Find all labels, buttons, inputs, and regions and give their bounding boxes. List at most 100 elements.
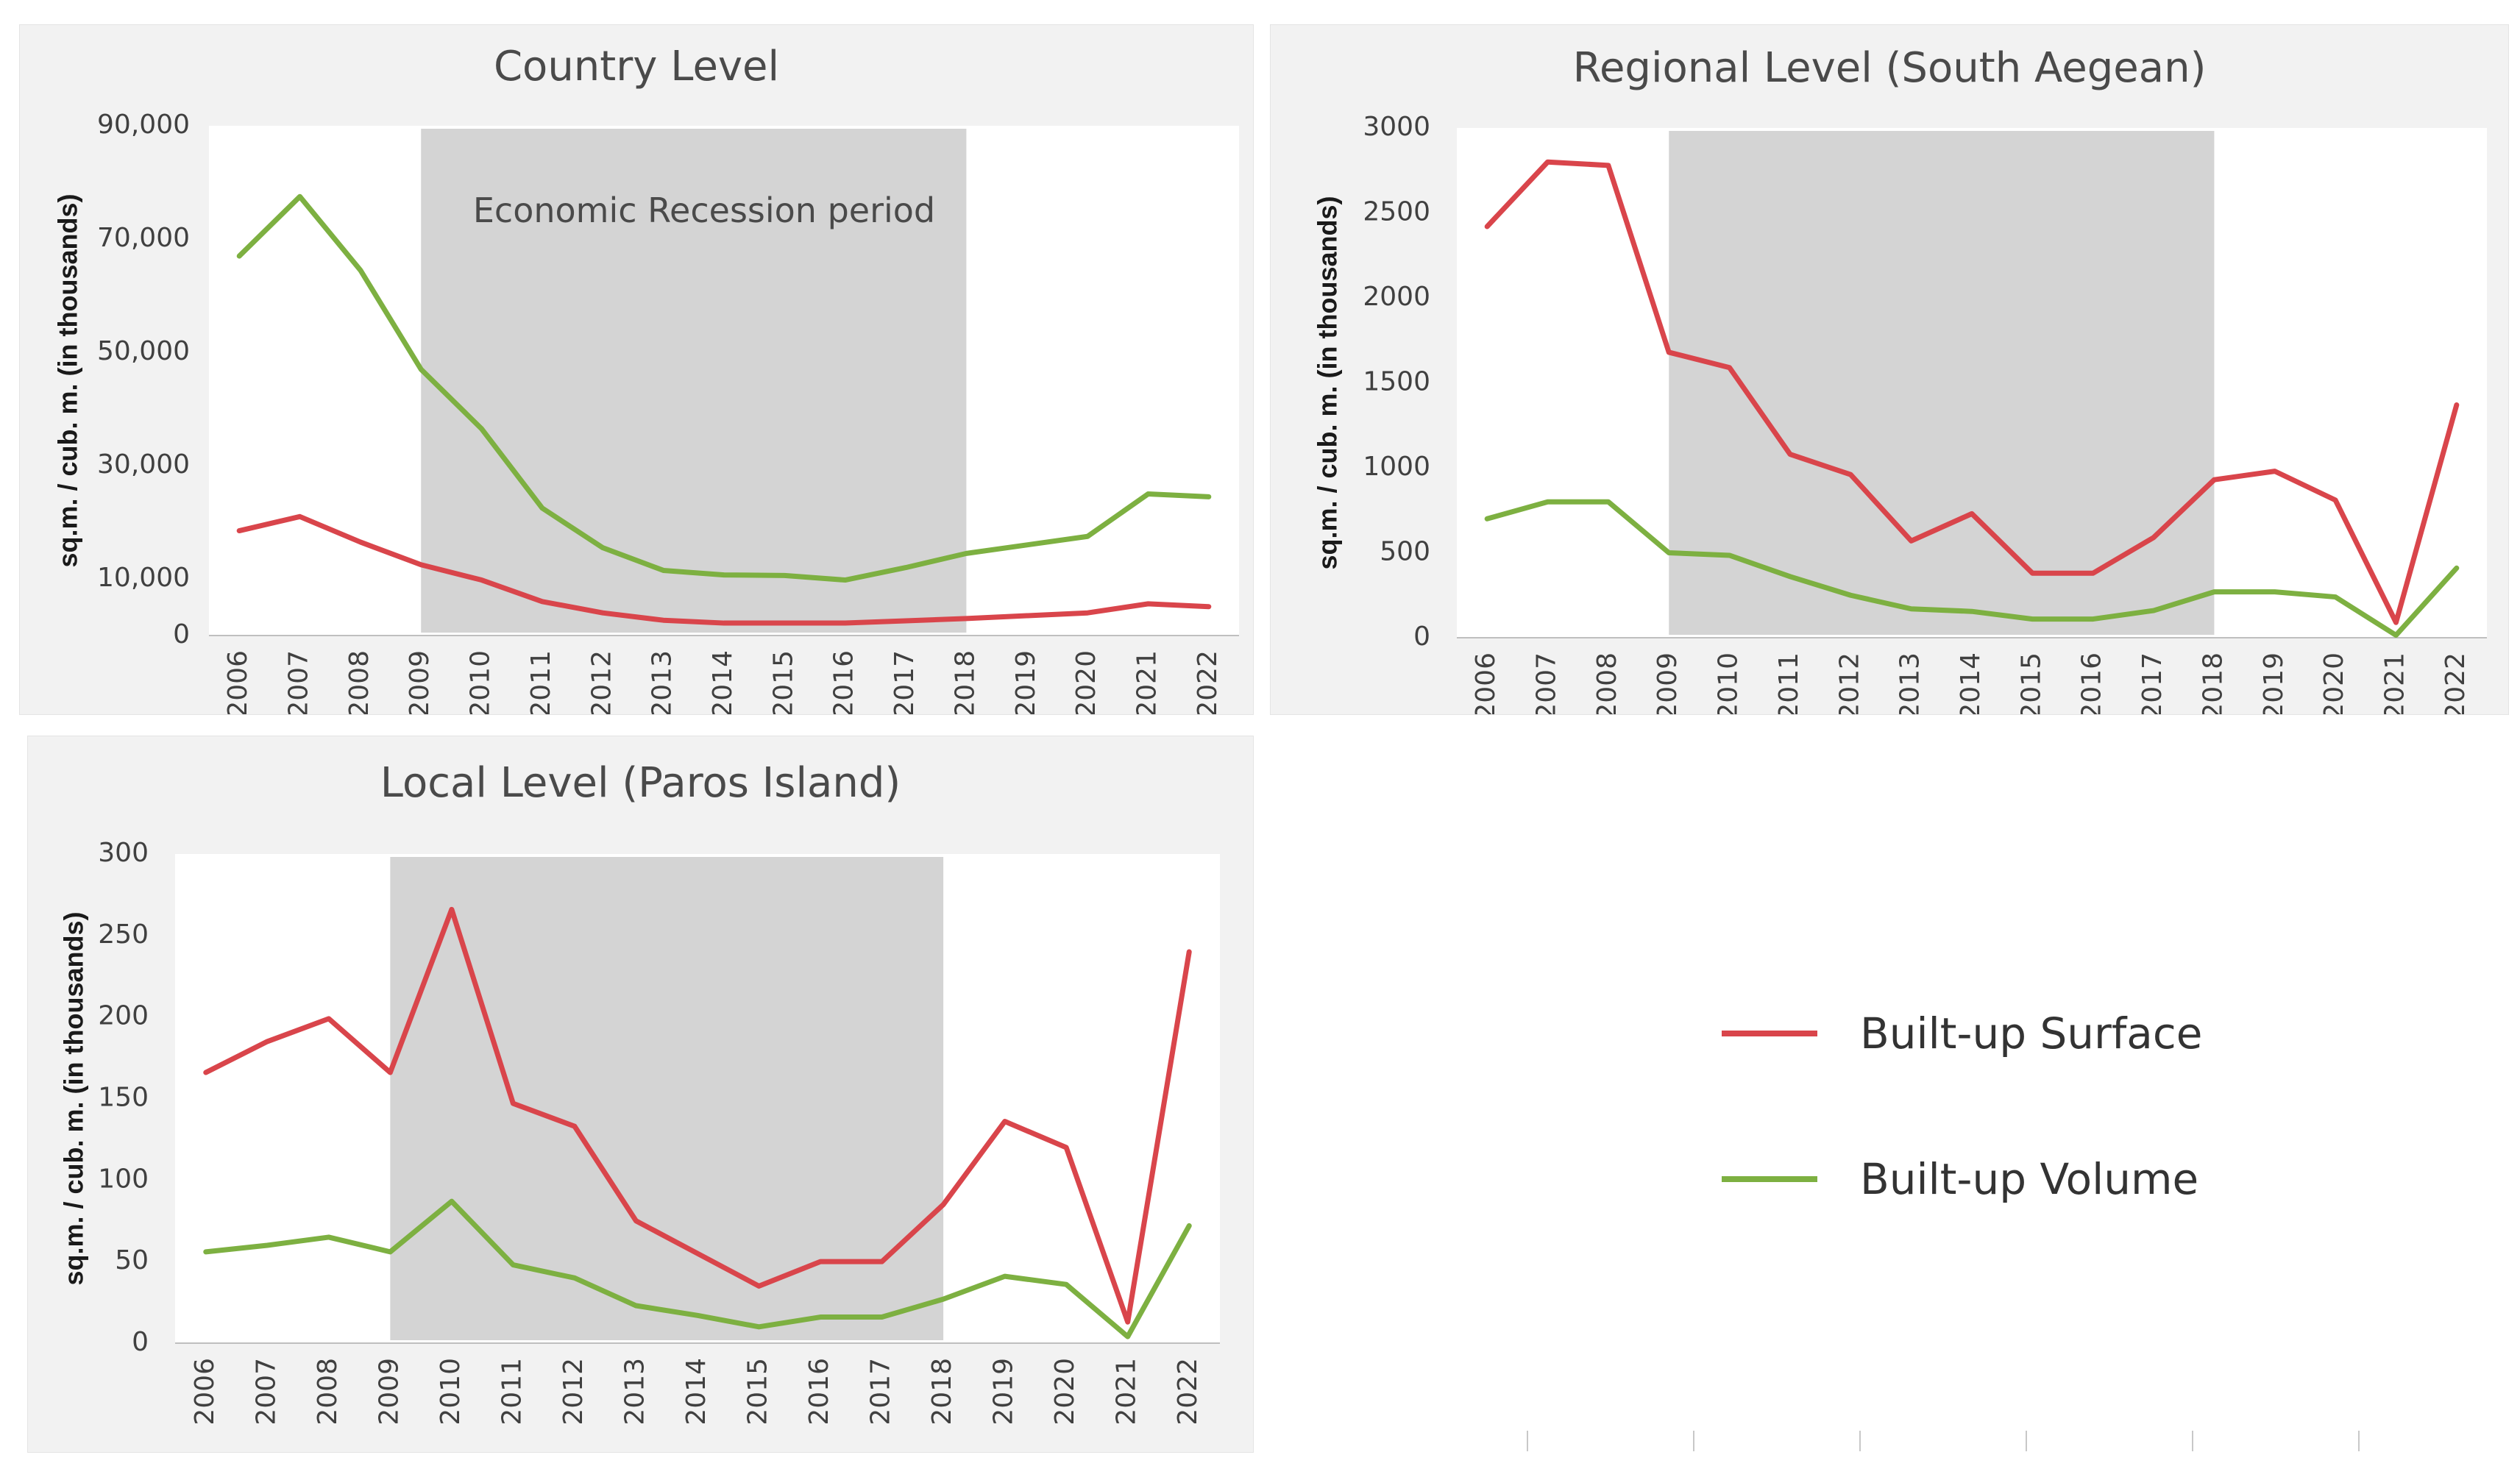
recession-band [421, 129, 967, 633]
legend-item-surface: Built-up Surface [1722, 1004, 2202, 1063]
series-line-surface [1484, 159, 2460, 625]
x-tick-label: 2008 [344, 650, 375, 714]
x-tick-label: 2019 [2259, 652, 2289, 714]
legend-swatch-surface [1722, 1031, 1817, 1036]
legend-label-surface: Built-up Surface [1860, 1008, 2203, 1058]
decorative-tick-marks [1527, 1431, 2380, 1453]
x-tick-label: 2022 [1173, 1358, 1203, 1426]
recession-band [1669, 131, 2215, 635]
x-tick-label: 2015 [743, 1358, 773, 1426]
x-tick-label: 2017 [2137, 652, 2168, 714]
x-tick-label: 2020 [2319, 652, 2349, 714]
x-tick-label: 2022 [2441, 652, 2471, 714]
x-tick-label: 2012 [1834, 652, 1864, 714]
x-tick-label: 2010 [466, 650, 496, 714]
x-tick-label: 2014 [708, 650, 738, 714]
decorative-tick [1527, 1431, 1528, 1451]
series-line-volume [236, 193, 1212, 583]
legend-item-volume: Built-up Volume [1722, 1150, 2202, 1209]
x-tick-label: 2007 [251, 1358, 281, 1426]
y-axis-title: sq.m. / cub. m. (in thousands) [59, 911, 89, 1285]
decorative-tick [2026, 1431, 2027, 1451]
y-tick-label: 50 [115, 1245, 149, 1275]
x-tick-label: 2018 [950, 650, 980, 714]
x-tick-label: 2012 [558, 1358, 589, 1426]
y-tick-label: 3000 [1363, 112, 1430, 142]
x-tick-label: 2011 [1774, 652, 1804, 714]
chart-title: Regional Level (South Aegean) [1573, 44, 2207, 92]
series-line-volume [203, 1198, 1192, 1339]
x-tick-label: 2019 [989, 1358, 1019, 1426]
x-tick-label: 2015 [2016, 652, 2046, 714]
series-line-surface [236, 513, 1212, 626]
decorative-tick [2358, 1431, 2360, 1451]
y-tick-label: 70,000 [97, 223, 190, 253]
y-axis-title: sq.m. / cub. m. (in thousands) [53, 193, 83, 567]
x-tick-label: 2010 [1714, 652, 1744, 714]
x-tick-label: 2009 [374, 1358, 404, 1426]
x-tick-label: 2007 [1532, 652, 1562, 714]
x-tick-label: 2016 [804, 1358, 834, 1426]
x-tick-label: 2011 [526, 650, 556, 714]
chart-title: Country Level [494, 43, 779, 90]
chart-svg: Economic Recession period 2006 2007 2008 200… [53, 43, 1239, 714]
decorative-tick [1859, 1431, 1861, 1451]
y-tick-label: 100 [98, 1164, 149, 1194]
x-tick-label: 2016 [829, 650, 859, 714]
y-tick-label: 300 [98, 838, 149, 868]
y-tick-label: 200 [98, 1001, 149, 1031]
x-tick-label: 2012 [586, 650, 617, 714]
x-tick-label: 2021 [1112, 1358, 1142, 1426]
annotation-label: Economic Recession period [473, 191, 935, 230]
x-tick-label: 2011 [497, 1358, 527, 1426]
chart-svg: 2006 2007 2008 2009 2010 2011 2012 2013 2014 2015… [1313, 44, 2487, 714]
y-tick-label: 0 [132, 1327, 149, 1357]
x-tick-label: 2014 [1956, 652, 1986, 714]
x-tick-label: 2019 [1011, 650, 1041, 714]
y-tick-label: 1500 [1363, 367, 1430, 397]
y-tick-label: 0 [173, 619, 190, 650]
y-tick-label: 250 [98, 919, 149, 950]
x-tick-label: 2017 [890, 650, 920, 714]
x-tick-label: 2014 [681, 1358, 711, 1426]
x-tick-label: 2013 [647, 650, 678, 714]
legend-label-volume: Built-up Volume [1860, 1154, 2199, 1204]
chart-panel-local: 2006 2007 2008 2009 2010 2011 2012 2013 2014 2015… [27, 736, 1254, 1453]
series-line-surface [203, 906, 1192, 1325]
x-tick-label: 2008 [1592, 652, 1622, 714]
x-tick-label: 2006 [1471, 652, 1501, 714]
chart-panel-country: Economic Recession period 2006 2007 2008 200… [19, 24, 1254, 715]
legend-swatch-volume [1722, 1176, 1817, 1182]
chart-title: Local Level (Paros Island) [380, 759, 901, 807]
y-tick-label: 1000 [1363, 452, 1430, 482]
chart-svg: 2006 2007 2008 2009 2010 2011 2012 2013 2014 2015… [59, 759, 1220, 1426]
x-tick-label: 2016 [2077, 652, 2107, 714]
x-tick-label: 2020 [1071, 650, 1101, 714]
x-tick-label: 2022 [1193, 650, 1223, 714]
x-tick-label: 2021 [1132, 650, 1162, 714]
decorative-tick [1693, 1431, 1694, 1451]
x-tick-label: 2018 [927, 1358, 957, 1426]
y-axis-title: sq.m. / cub. m. (in thousands) [1313, 196, 1343, 569]
x-tick-label: 2009 [1653, 652, 1683, 714]
x-tick-label: 2007 [284, 650, 314, 714]
y-tick-label: 90,000 [97, 110, 190, 140]
series-line-volume [1484, 499, 2460, 638]
x-tick-label: 2013 [1895, 652, 1926, 714]
x-tick-label: 2013 [620, 1358, 650, 1426]
y-tick-label: 500 [1380, 537, 1430, 567]
x-tick-label: 2006 [223, 650, 253, 714]
x-tick-label: 2020 [1050, 1358, 1080, 1426]
x-tick-label: 2021 [2379, 652, 2410, 714]
y-tick-label: 2500 [1363, 197, 1430, 227]
x-tick-label: 2018 [2198, 652, 2228, 714]
y-tick-label: 30,000 [97, 449, 190, 480]
chart-panel-regional: 2006 2007 2008 2009 2010 2011 2012 2013 2014 2015… [1270, 24, 2509, 715]
y-tick-label: 0 [1413, 622, 1430, 652]
x-tick-label: 2010 [436, 1358, 466, 1426]
y-tick-label: 10,000 [97, 563, 190, 593]
x-tick-label: 2006 [190, 1358, 220, 1426]
x-tick-label: 2017 [866, 1358, 896, 1426]
y-tick-label: 150 [98, 1083, 149, 1113]
x-tick-label: 2015 [768, 650, 798, 714]
